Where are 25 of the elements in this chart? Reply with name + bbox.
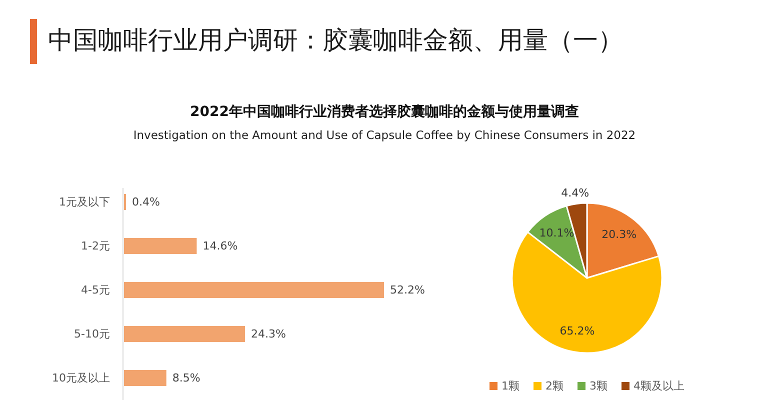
legend-label: 4颗及以上: [634, 380, 684, 392]
bar: [124, 282, 384, 298]
y-tick-label: 5-10元: [74, 328, 110, 340]
y-tick-label: 1元及以下: [59, 196, 110, 208]
y-tick-label: 4-5元: [81, 284, 110, 296]
data-label: 24.3%: [251, 328, 286, 340]
bar: [124, 370, 166, 386]
legend-label: 3颗: [590, 380, 608, 392]
legend-label: 2颗: [546, 380, 564, 392]
data-label: 52.2%: [390, 284, 425, 296]
data-label: 8.5%: [172, 372, 200, 384]
y-tick-label: 1-2元: [81, 240, 110, 252]
chart-subtitle: Investigation on the Amount and Use of Capsule Coffee by Chinese Consumers in 2022: [133, 128, 636, 142]
bar: [124, 326, 246, 342]
data-label: 20.3%: [602, 228, 637, 242]
data-label: 10.1%: [539, 226, 574, 240]
chart-title: 2022年中国咖啡行业消费者选择胶囊咖啡的金额与使用量调查: [190, 103, 579, 120]
data-label: 14.6%: [202, 240, 238, 252]
legend-label: 1颗: [502, 380, 520, 392]
text: 中国咖啡行业用户调研：胶囊咖啡金额、用量（一）: [48, 26, 623, 54]
y-tick-label: 10元及以上: [52, 372, 110, 384]
data-label: 0.4%: [132, 196, 160, 208]
data-label: 65.2%: [560, 324, 595, 338]
bar: [124, 238, 197, 254]
data-label: 4.4%: [561, 186, 590, 200]
